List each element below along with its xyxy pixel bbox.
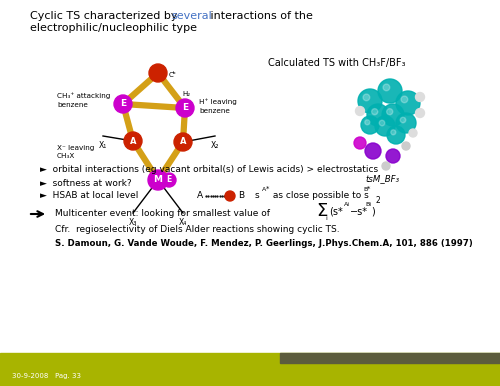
Text: X₁: X₁	[99, 141, 107, 150]
Text: B: B	[363, 187, 367, 192]
Text: H⁺ leaving
benzene: H⁺ leaving benzene	[199, 98, 237, 113]
Circle shape	[375, 116, 395, 136]
Circle shape	[386, 149, 400, 163]
Text: CH₃⁺ attacking
benzene: CH₃⁺ attacking benzene	[57, 92, 110, 108]
Text: X₂: X₂	[211, 141, 219, 150]
Text: (s*: (s*	[329, 207, 343, 217]
Text: *: *	[266, 186, 270, 192]
Text: B: B	[238, 191, 244, 200]
Circle shape	[356, 107, 364, 115]
Circle shape	[124, 132, 142, 150]
Circle shape	[382, 162, 390, 170]
Text: E: E	[120, 100, 126, 108]
Text: ►  softness at work?: ► softness at work?	[40, 178, 132, 188]
Circle shape	[176, 99, 194, 117]
Circle shape	[149, 64, 167, 82]
Text: Σ: Σ	[316, 202, 328, 220]
Text: Multicenter event: looking for smallest value of: Multicenter event: looking for smallest …	[55, 210, 270, 218]
Text: s: s	[255, 191, 260, 200]
Circle shape	[225, 191, 235, 201]
Circle shape	[365, 143, 381, 159]
Circle shape	[409, 129, 417, 137]
Circle shape	[400, 117, 406, 123]
Circle shape	[114, 95, 132, 113]
Circle shape	[148, 170, 168, 190]
Text: A: A	[130, 137, 136, 146]
Circle shape	[358, 89, 382, 113]
Text: i: i	[325, 217, 327, 222]
Text: 2: 2	[376, 196, 381, 205]
Text: A: A	[180, 137, 186, 147]
Circle shape	[396, 113, 416, 133]
Circle shape	[354, 137, 366, 149]
Circle shape	[365, 120, 370, 125]
Circle shape	[416, 108, 424, 117]
Text: 30-9-2008   Pag. 33: 30-9-2008 Pag. 33	[12, 373, 81, 379]
Text: ►  HSAB at local level: ► HSAB at local level	[40, 191, 138, 200]
Circle shape	[396, 91, 420, 115]
Circle shape	[401, 96, 408, 103]
Text: ►  orbital interactions (eg vacant orbital(s) of Lewis acids) > electrostatics: ► orbital interactions (eg vacant orbita…	[40, 166, 378, 174]
Text: Calculated TS with CH₃F/BF₃: Calculated TS with CH₃F/BF₃	[268, 58, 406, 68]
Circle shape	[386, 108, 393, 115]
Circle shape	[402, 142, 410, 150]
Circle shape	[378, 79, 402, 103]
Text: as close possible to s: as close possible to s	[270, 191, 369, 200]
Text: Bi: Bi	[365, 202, 371, 207]
Circle shape	[361, 116, 379, 134]
Circle shape	[379, 120, 385, 126]
Text: Cfr.  regioselectivity of Diels Alder reactions showing cyclic TS.: Cfr. regioselectivity of Diels Alder rea…	[55, 225, 340, 234]
Text: tsM_BF₃: tsM_BF₃	[366, 174, 400, 183]
Text: electrophilic/nucleophilic type: electrophilic/nucleophilic type	[30, 23, 197, 33]
Circle shape	[162, 173, 176, 187]
Text: A: A	[262, 187, 266, 192]
Text: several: several	[171, 11, 212, 21]
Bar	[280, 353, 500, 363]
Bar	[0, 353, 500, 386]
Text: Cᵇ: Cᵇ	[169, 72, 177, 78]
Text: *: *	[367, 186, 370, 192]
Text: interactions of the: interactions of the	[207, 11, 313, 21]
Text: X₄: X₄	[179, 218, 187, 227]
Circle shape	[391, 130, 396, 135]
Text: E: E	[182, 103, 188, 112]
Text: Cyclic TS characterized by: Cyclic TS characterized by	[30, 11, 181, 21]
Circle shape	[174, 133, 192, 151]
Circle shape	[387, 126, 405, 144]
Circle shape	[363, 94, 370, 101]
Text: H₂: H₂	[182, 91, 190, 97]
Text: S. Damoun, G. Vande Woude, F. Mendez, P. Geerlings, J.Phys.Chem.A, 101, 886 (199: S. Damoun, G. Vande Woude, F. Mendez, P.…	[55, 239, 473, 247]
Circle shape	[372, 108, 378, 115]
Circle shape	[367, 104, 389, 126]
Circle shape	[416, 93, 424, 102]
Text: A: A	[197, 191, 203, 200]
Text: X⁻ leaving
CH₃X: X⁻ leaving CH₃X	[57, 145, 94, 159]
Circle shape	[382, 104, 404, 126]
Text: Ai: Ai	[344, 202, 350, 207]
Text: M: M	[154, 176, 162, 185]
Text: −s*: −s*	[350, 207, 368, 217]
Text: ): )	[371, 207, 375, 217]
Text: E: E	[166, 176, 172, 185]
Text: X₃: X₃	[129, 218, 137, 227]
Circle shape	[383, 84, 390, 91]
